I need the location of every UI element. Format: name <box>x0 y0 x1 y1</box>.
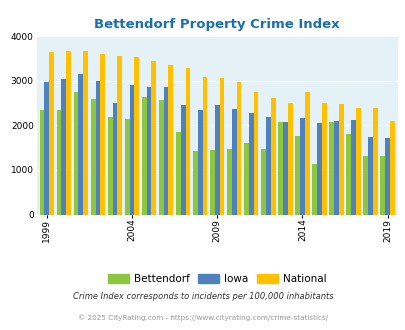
Bar <box>350 119 355 214</box>
Bar <box>362 156 367 215</box>
Bar <box>57 110 61 214</box>
Bar <box>209 150 214 214</box>
Bar <box>321 103 326 214</box>
Bar <box>66 50 71 214</box>
Bar <box>163 87 168 214</box>
Bar <box>384 138 389 214</box>
Bar <box>129 85 134 214</box>
Bar <box>180 105 185 214</box>
Bar <box>197 110 202 214</box>
Bar <box>333 121 338 214</box>
Bar <box>311 164 316 214</box>
Bar <box>151 61 156 214</box>
Bar <box>44 82 49 214</box>
Bar <box>282 122 287 214</box>
Bar <box>83 50 88 214</box>
Bar <box>287 103 292 214</box>
Bar <box>185 68 190 214</box>
Bar <box>367 137 372 214</box>
Bar <box>316 123 321 214</box>
Bar <box>338 105 343 214</box>
Bar <box>299 118 304 214</box>
Bar <box>100 54 105 214</box>
Bar <box>78 74 83 215</box>
Bar <box>270 98 275 214</box>
Bar <box>124 119 129 214</box>
Bar <box>236 82 241 214</box>
Bar <box>243 143 248 214</box>
Bar <box>253 91 258 214</box>
Text: Crime Index corresponds to incidents per 100,000 inhabitants: Crime Index corresponds to incidents per… <box>72 292 333 301</box>
Bar <box>389 121 394 214</box>
Bar <box>304 92 309 214</box>
Bar <box>49 52 54 214</box>
Bar <box>61 79 66 214</box>
Bar <box>202 77 207 214</box>
Bar <box>248 113 253 214</box>
Bar <box>260 148 265 214</box>
Bar <box>328 122 333 214</box>
Bar <box>141 97 146 214</box>
Bar <box>379 156 384 215</box>
Bar <box>112 103 117 214</box>
Bar <box>372 108 377 214</box>
Bar <box>107 117 112 214</box>
Bar <box>277 122 282 214</box>
Bar <box>168 65 173 214</box>
Title: Bettendorf Property Crime Index: Bettendorf Property Crime Index <box>94 18 339 31</box>
Bar <box>345 134 350 214</box>
Bar <box>117 56 122 214</box>
Bar <box>74 91 78 214</box>
Bar <box>265 117 270 214</box>
Bar <box>192 151 197 214</box>
Bar <box>355 108 360 214</box>
Bar <box>226 148 231 214</box>
Bar <box>90 99 95 214</box>
Bar <box>95 81 100 214</box>
Bar <box>231 109 236 214</box>
Bar <box>146 87 151 214</box>
Bar <box>219 78 224 214</box>
Bar <box>214 105 219 214</box>
Bar <box>134 57 139 215</box>
Bar <box>175 132 180 214</box>
Legend: Bettendorf, Iowa, National: Bettendorf, Iowa, National <box>104 270 330 288</box>
Bar <box>158 100 163 214</box>
Bar <box>294 136 299 214</box>
Text: © 2025 CityRating.com - https://www.cityrating.com/crime-statistics/: © 2025 CityRating.com - https://www.city… <box>78 314 327 321</box>
Bar <box>40 110 44 214</box>
